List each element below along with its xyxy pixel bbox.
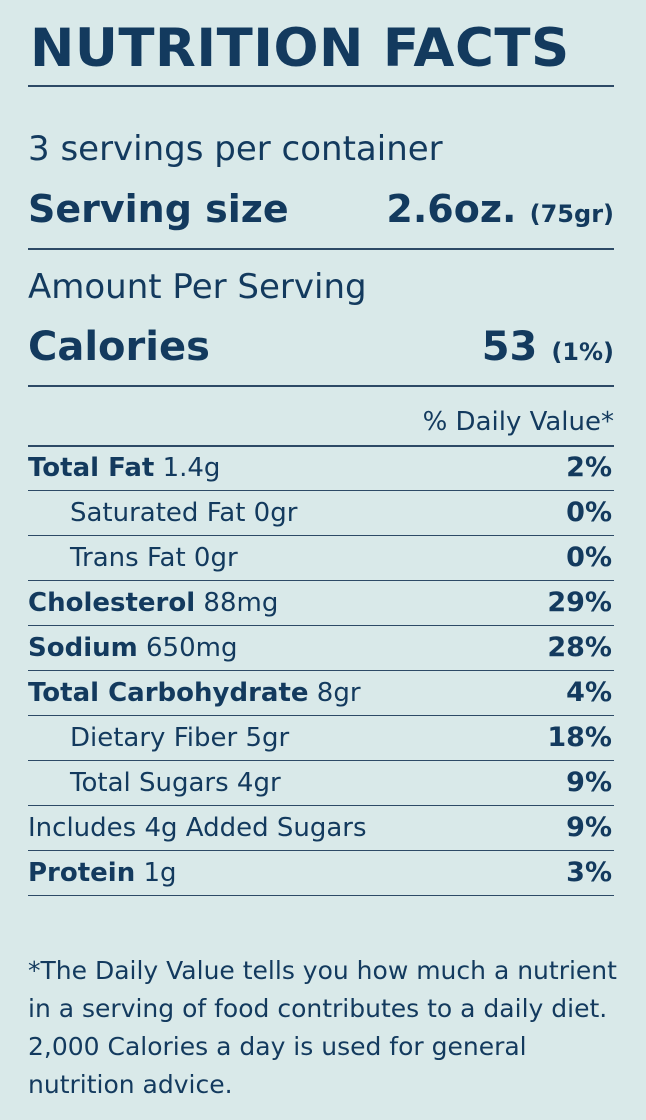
nutrient-row-saturated-fat: Saturated Fat 0gr 0% bbox=[28, 491, 614, 536]
nutrient-percent: 0% bbox=[566, 497, 612, 528]
nutrient-percent: 0% bbox=[566, 542, 612, 573]
title-divider bbox=[28, 85, 614, 87]
amount-per-serving: Amount Per Serving bbox=[28, 267, 367, 307]
nutrient-name: Includes 4g Added Sugars bbox=[28, 813, 367, 843]
nutrient-name: Protein 1g bbox=[28, 858, 177, 888]
nutrient-percent: 9% bbox=[566, 767, 612, 798]
nutrient-row-total-sugars: Total Sugars 4gr 9% bbox=[28, 761, 614, 806]
nutrient-percent: 9% bbox=[566, 812, 612, 843]
calories-percent: (1%) bbox=[551, 338, 614, 366]
nutrient-row-dietary-fiber: Dietary Fiber 5gr 18% bbox=[28, 716, 614, 761]
nutrient-name: Cholesterol 88mg bbox=[28, 588, 279, 618]
nutrient-row-total-fat: Total Fat 1.4g 2% bbox=[28, 446, 614, 491]
daily-value-divider bbox=[28, 445, 614, 447]
label-title: NUTRITION FACTS bbox=[30, 18, 570, 79]
nutrient-percent: 4% bbox=[566, 677, 612, 708]
daily-value-header: % Daily Value* bbox=[422, 407, 614, 437]
calories-label: Calories bbox=[28, 324, 210, 370]
nutrient-row-sodium: Sodium 650mg 28% bbox=[28, 626, 614, 671]
servings-per-container: 3 servings per container bbox=[28, 129, 443, 169]
nutrient-name: Total Sugars 4gr bbox=[70, 768, 281, 798]
nutrient-row-protein: Protein 1g 3% bbox=[28, 851, 614, 896]
nutrient-row-total-carbohydrate: Total Carbohydrate 8gr 4% bbox=[28, 671, 614, 716]
nutrient-row-added-sugars: Includes 4g Added Sugars 9% bbox=[28, 806, 614, 851]
serving-size-metric: (75gr) bbox=[529, 200, 614, 228]
nutrient-name: Total Fat 1.4g bbox=[28, 453, 221, 483]
serving-size-amount: 2.6oz. bbox=[386, 187, 517, 231]
serving-size-label: Serving size bbox=[28, 187, 289, 231]
nutrient-name: Dietary Fiber 5gr bbox=[70, 723, 290, 753]
nutrient-percent: 18% bbox=[547, 722, 612, 753]
nutrition-label: NUTRITION FACTS 3 servings per container… bbox=[28, 0, 617, 1120]
calories-divider bbox=[28, 385, 614, 387]
serving-divider bbox=[28, 248, 614, 250]
nutrient-name: Total Carbohydrate 8gr bbox=[28, 678, 361, 708]
nutrient-name: Trans Fat 0gr bbox=[70, 543, 238, 573]
nutrient-percent: 3% bbox=[566, 857, 612, 888]
daily-value-footnote: *The Daily Value tells you how much a nu… bbox=[28, 956, 617, 1099]
calories-amount: 53 bbox=[481, 324, 538, 370]
nutrient-percent: 28% bbox=[547, 632, 612, 663]
nutrient-name: Sodium 650mg bbox=[28, 633, 238, 663]
nutrient-name: Saturated Fat 0gr bbox=[70, 498, 298, 528]
nutrient-row-trans-fat: Trans Fat 0gr 0% bbox=[28, 536, 614, 581]
calories-value: 53 (1%) bbox=[482, 318, 614, 381]
nutrient-row-cholesterol: Cholesterol 88mg 29% bbox=[28, 581, 614, 626]
nutrient-percent: 2% bbox=[566, 452, 612, 483]
calories-row: Calories 53 (1%) bbox=[28, 318, 614, 376]
nutrient-table: Total Fat 1.4g 2% Saturated Fat 0gr 0% T… bbox=[28, 446, 614, 896]
nutrient-percent: 29% bbox=[547, 587, 612, 618]
serving-size-row: Serving size 2.6oz. (75gr) bbox=[28, 180, 614, 238]
serving-size-value: 2.6oz. (75gr) bbox=[386, 180, 614, 243]
